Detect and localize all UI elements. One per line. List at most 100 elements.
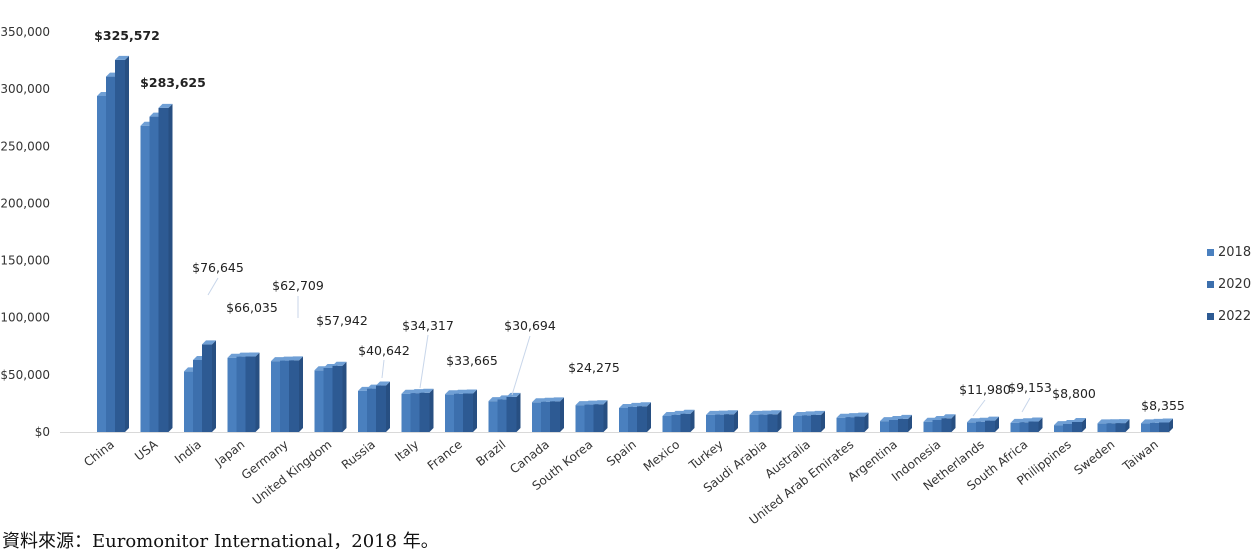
leader-lines (207, 277, 1031, 417)
bar-side (473, 389, 477, 432)
data-label: $9,153 (1008, 380, 1052, 395)
x-tick-label: India (172, 437, 204, 466)
data-labels: $325,572 $283,625 $76,645 $66,035 $62,709 $57… (94, 28, 1185, 413)
bar-2020 (1019, 422, 1030, 432)
bar-top (1115, 419, 1130, 424)
bar-2020 (758, 414, 769, 432)
bar-2020 (671, 414, 682, 432)
bar-2020 (497, 399, 508, 432)
bar-2020 (976, 421, 986, 432)
x-tick-label: Taiwan (1119, 437, 1161, 474)
bar-top (332, 361, 347, 366)
data-label: $11,980 (959, 382, 1011, 397)
leader-line (419, 334, 429, 389)
bar-side (1082, 417, 1086, 432)
bar-2018 (532, 402, 542, 432)
leader-line (207, 277, 219, 296)
bar-2022 (1159, 422, 1169, 432)
data-label: $8,800 (1052, 386, 1096, 401)
bar-2020 (715, 414, 725, 432)
bar-top (941, 414, 956, 419)
bar-side (821, 410, 825, 432)
leader-line (511, 335, 531, 396)
bar-2020 (889, 420, 899, 432)
bar-2022 (419, 392, 430, 432)
bar-2022 (1072, 421, 1082, 432)
x-tick-label: Sweden (1071, 437, 1117, 477)
bar-2022 (593, 404, 604, 432)
bar-side (690, 409, 695, 432)
y-tick-label: $350,000 (0, 25, 50, 39)
legend-swatch (1207, 313, 1214, 320)
bar-top (419, 388, 434, 393)
data-label: $40,642 (358, 343, 410, 358)
bar-2020 (932, 420, 943, 432)
bar-2022 (158, 107, 169, 432)
x-tick-label: Spain (604, 437, 639, 469)
bar-top (593, 400, 608, 405)
legend-label: 2022 (1218, 309, 1251, 324)
bar-top (202, 340, 216, 345)
x-tick-label: Mexico (641, 437, 683, 474)
bar-2022 (680, 413, 691, 432)
data-label: $62,709 (272, 278, 324, 293)
bar-2022 (332, 365, 343, 432)
bar-2022 (811, 414, 821, 432)
y-tick-label: $50,000 (0, 368, 50, 382)
bar-2018 (967, 422, 977, 432)
data-label: $30,694 (504, 318, 556, 333)
bar-side (386, 381, 390, 432)
leader-line (381, 359, 385, 379)
leader-line (1021, 397, 1031, 413)
bar-2020 (1150, 422, 1160, 432)
bar-2020 (584, 404, 595, 432)
bar-top (985, 416, 999, 421)
bar-2022 (550, 401, 560, 432)
bar-2020 (454, 393, 464, 432)
bar-2018 (923, 421, 934, 432)
bar-2020 (193, 360, 203, 432)
bar-2022 (898, 418, 908, 432)
bar-top (158, 103, 173, 108)
bar-top (376, 381, 390, 386)
bar-side (864, 412, 869, 432)
bar-2018 (1141, 423, 1151, 432)
bar-2022 (506, 396, 517, 432)
bar-2020 (280, 360, 290, 432)
bar-2018 (1097, 423, 1108, 432)
bar-2018 (314, 370, 325, 432)
bars-layer (97, 55, 1173, 433)
y-tick-label: $0 (35, 425, 50, 439)
bar-side (647, 402, 651, 432)
bar-2018 (706, 414, 716, 432)
bar-top (115, 55, 129, 60)
bar-side (951, 414, 956, 432)
bar-side (299, 356, 303, 432)
bar-side (168, 103, 173, 432)
bar-top (898, 414, 912, 419)
bar-2020 (628, 406, 638, 432)
bar-2020 (367, 388, 377, 432)
legend-label: 2018 (1218, 245, 1251, 260)
data-label: $24,275 (568, 360, 620, 375)
bar-2022 (376, 385, 386, 432)
bar-2018 (445, 394, 455, 432)
bar-2018 (401, 393, 412, 432)
bar-top (724, 410, 738, 415)
bar-side (1125, 419, 1130, 432)
bar-2018 (1010, 422, 1021, 432)
bar-2018 (662, 416, 673, 432)
source-note: 資料來源：Euromonitor International，2018 年。 (2, 531, 439, 552)
data-label: $8,355 (1141, 398, 1185, 413)
bar-2018 (358, 390, 368, 432)
bar-top (1072, 417, 1086, 422)
bar-top (680, 409, 695, 414)
bar-2020 (410, 393, 421, 432)
bar-2020 (149, 116, 160, 433)
leader-line (972, 399, 986, 417)
x-tick-label: China (81, 437, 117, 469)
bar-side (734, 410, 738, 432)
bar-side (1038, 417, 1043, 432)
